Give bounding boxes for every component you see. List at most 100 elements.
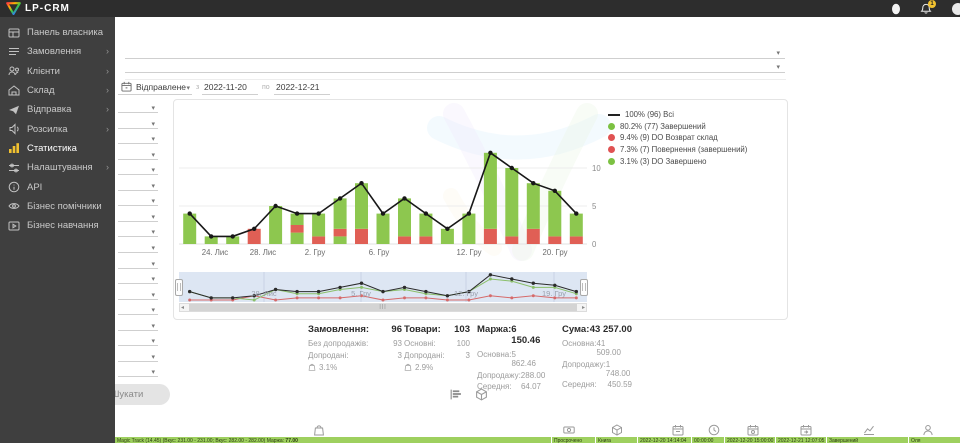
sidebar-item-4[interactable]: Відправка ›	[0, 100, 115, 119]
scrollbar-thumb[interactable]: |||	[189, 304, 577, 311]
chevron-down-icon: ▾	[151, 291, 155, 299]
chevron-down-icon: ▾	[151, 167, 155, 175]
date-to-input[interactable]: 2022-12-21	[274, 79, 330, 95]
side-select-15[interactable]: ▾	[118, 333, 158, 347]
legend-item[interactable]: 100% (96) Всі	[608, 109, 780, 121]
side-select-6[interactable]: ▾	[118, 193, 158, 207]
navigator-scrollbar[interactable]: ◂ ||| ▸	[179, 303, 587, 312]
chevron-right-icon: ›	[106, 46, 109, 57]
side-select-12[interactable]: ▾	[118, 287, 158, 300]
main-chart[interactable]	[179, 106, 587, 256]
sidebar-item-2[interactable]: Клієнти ›	[0, 62, 115, 81]
chart-navigator[interactable]: 28. Лис 5. Гру 12. Гру 19. Гру	[179, 272, 587, 302]
legend-label: 100% (96) Всі	[625, 110, 674, 120]
side-select-1[interactable]: ▾	[118, 116, 158, 129]
side-select-10[interactable]: ▾	[118, 256, 158, 269]
sidebar-item-label: Статистика	[27, 142, 77, 154]
table-cell: Оля	[908, 437, 956, 443]
x-tick-label: 12. Гру	[456, 248, 482, 257]
side-select-14[interactable]: ▾	[118, 318, 158, 331]
x-axis-labels: 24. Лис 28. Лис 2. Гру 6. Гру 12. Гру 20. Гру	[179, 248, 587, 258]
stat-header: Товари: 103	[404, 324, 470, 335]
legend-item[interactable]: 80.2% (77) Завершений	[608, 121, 780, 133]
date-from-value: 2022-11-20	[204, 82, 247, 92]
chevron-down-icon: ▾	[151, 353, 155, 361]
person-icon[interactable]	[922, 424, 934, 436]
filter-select-2[interactable]: ▾	[125, 59, 785, 73]
sidebar-item-label: Бізнес навчання	[27, 220, 99, 232]
package-icon[interactable]	[611, 424, 623, 436]
side-select-16[interactable]: ▾	[118, 349, 158, 362]
chevron-down-icon: ▾	[151, 151, 155, 159]
filter-select-1[interactable]: ▾	[125, 44, 785, 59]
legend-item[interactable]: 7.3% (7) Повернення (завершений)	[608, 144, 780, 156]
side-select-13[interactable]: ▾	[118, 302, 158, 316]
upsell-badge: 2.9%	[404, 363, 470, 372]
bag-icon[interactable]	[313, 424, 325, 436]
x-tick-label: 20. Гру	[542, 248, 568, 257]
stat-row: Допродажу: 288.00	[477, 370, 546, 380]
chevron-down-icon: ▾	[776, 50, 780, 57]
scroll-right-icon[interactable]: ▸	[581, 305, 585, 311]
side-select-8[interactable]: ▾	[118, 224, 158, 238]
sidebar-item-7[interactable]: Налаштування ›	[0, 158, 115, 177]
side-select-5[interactable]: ▾	[118, 178, 158, 191]
bag-icon	[308, 363, 316, 371]
side-select-17[interactable]: ▾	[118, 364, 158, 378]
chevron-down-icon: ▾	[151, 213, 155, 221]
table-cell: Книга	[595, 437, 637, 443]
sidebar-item-6[interactable]: Статистика	[0, 139, 115, 158]
legend-item[interactable]: 9.4% (9) DO Возврат склад	[608, 132, 780, 144]
profile-icon[interactable]	[891, 3, 901, 15]
legend-item[interactable]: 3.1% (3) DO Завершено	[608, 155, 780, 167]
chevron-down-icon: ▾	[151, 338, 155, 346]
calendar-arrow-icon[interactable]	[800, 424, 812, 436]
side-select-7[interactable]: ▾	[118, 209, 158, 222]
brand-title[interactable]: LP-CRM	[25, 3, 70, 14]
sidebar-item-8[interactable]: API	[0, 177, 115, 196]
person-icon	[923, 425, 933, 436]
calendar-check-icon[interactable]	[747, 424, 759, 436]
side-select-2[interactable]: ▾	[118, 131, 158, 145]
sidebar-item-label: Склад	[27, 85, 55, 97]
navigator-right-handle[interactable]	[580, 279, 588, 296]
side-select-3[interactable]: ▾	[118, 147, 158, 160]
side-select-0[interactable]: ▾	[118, 100, 158, 113]
hbar-chart-icon[interactable]	[449, 388, 462, 401]
calendar-icon[interactable]	[672, 424, 684, 436]
stat-row: Допродані: 3	[404, 350, 470, 360]
package-toggle-icon[interactable]	[475, 388, 488, 401]
navigator-label: 5. Гру	[351, 289, 371, 298]
bag-icon	[314, 425, 324, 436]
upsell-badge: 3.1%	[308, 363, 402, 372]
table-row[interactable]: Magic Track (14.45) (Вкус: 231.00 - 231.…	[115, 437, 960, 443]
calendar-icon	[121, 81, 132, 92]
sidebar-item-3[interactable]: Склад ›	[0, 81, 115, 100]
area-chart-icon[interactable]	[863, 424, 875, 436]
side-select-4[interactable]: ▾	[118, 162, 158, 176]
chevron-down-icon: ▾	[151, 120, 155, 128]
stat-row: Допродані: 3	[308, 350, 402, 360]
sidebar-item-1[interactable]: Замовлення ›	[0, 42, 115, 61]
sidebar-item-5[interactable]: Розсилка ›	[0, 119, 115, 138]
sidebar-item-0[interactable]: Панель власника	[0, 23, 115, 42]
navigator-label: 28. Лис	[251, 289, 277, 298]
banknote-icon[interactable]	[563, 424, 575, 436]
date-type-select[interactable]: Відправлене ▾	[118, 79, 192, 95]
scroll-left-icon[interactable]: ◂	[181, 305, 185, 311]
chevron-down-icon: ▾	[151, 198, 155, 206]
chevron-down-icon: ▾	[151, 260, 155, 268]
legend-label: 3.1% (3) DO Завершено	[620, 156, 707, 166]
chevron-right-icon: ›	[106, 123, 109, 134]
clock-icon[interactable]	[708, 424, 720, 436]
navigator-left-handle[interactable]	[175, 279, 183, 296]
side-select-9[interactable]: ▾	[118, 240, 158, 253]
chevron-down-icon: ▾	[151, 276, 155, 284]
dashboard-icon	[8, 28, 20, 38]
side-select-11[interactable]: ▾	[118, 271, 158, 285]
sidebar-item-10[interactable]: Бізнес навчання	[0, 216, 115, 235]
sidebar-item-9[interactable]: Бізнес помічники	[0, 197, 115, 216]
date-from-input[interactable]: 2022-11-20	[202, 79, 258, 95]
avatar[interactable]	[952, 3, 960, 15]
stat-row: Основна: 5 862.46	[477, 350, 536, 368]
